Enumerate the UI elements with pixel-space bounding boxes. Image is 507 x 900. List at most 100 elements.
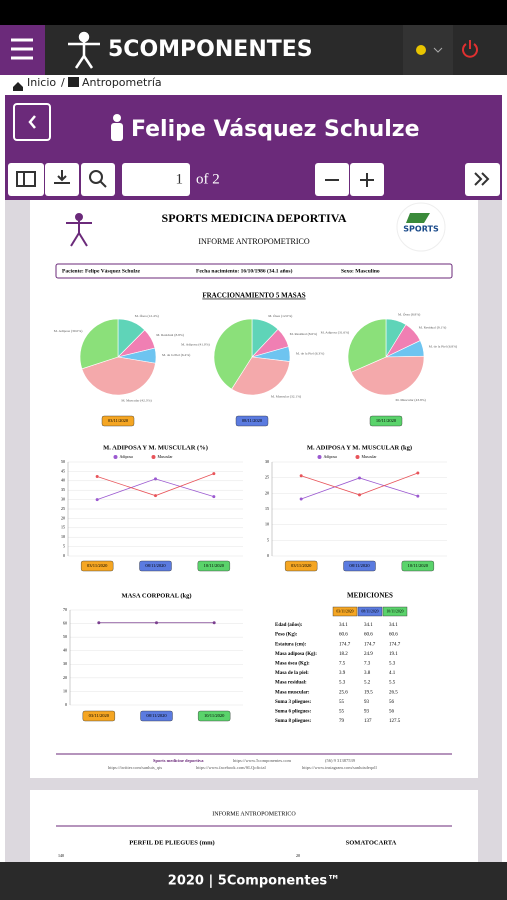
pdf-page-1: [30, 200, 478, 778]
power-button[interactable]: [453, 25, 507, 75]
date-badge: [343, 560, 376, 572]
y-tick-label: 0: [63, 553, 65, 558]
y-tick-label: 35: [61, 487, 65, 492]
y-tick-label: 15: [61, 525, 65, 530]
point: [299, 497, 303, 501]
table-cell: 174.7: [389, 642, 401, 647]
back-icon: [28, 115, 36, 129]
point: [97, 621, 101, 625]
pie-slice: [213, 318, 253, 390]
page2-left-tick: 140: [58, 853, 64, 858]
table-cell: 3.8: [364, 671, 371, 676]
y-tick-label: 5: [63, 544, 65, 549]
date-label: 10/11/2020: [408, 563, 429, 568]
y-tick-label: 5: [267, 537, 269, 542]
table-title: MEDICIONES: [347, 592, 393, 600]
page2-right-tick: 20: [296, 853, 300, 858]
table-row-label: Suma 3 pliegues:: [275, 700, 311, 705]
legend-label: Muscular: [362, 454, 378, 459]
patient-title: Felipe Vásquez Schulze: [131, 117, 420, 142]
toolbar: [8, 163, 500, 196]
y-tick-label: 30: [61, 497, 65, 502]
date-label: 10/11/2020: [376, 418, 397, 423]
next-button[interactable]: [465, 163, 500, 196]
table-cell: 79: [339, 719, 345, 724]
y-tick-label: 0: [267, 553, 269, 558]
table-cell: 5.5: [389, 681, 396, 686]
date-badge: [101, 415, 135, 427]
settings-button[interactable]: [403, 25, 453, 75]
pies-title: FRACCIONAMIENTO 5 MASAS: [202, 292, 305, 300]
point: [95, 474, 99, 478]
table-cell: 25.6: [339, 690, 348, 695]
point: [358, 476, 361, 480]
table-cell: 7.5: [339, 662, 346, 667]
pie-label: M. Ósea (12.4%): [135, 313, 160, 318]
date-badge: [357, 606, 383, 617]
pie-label: M. Residual (9.1%): [419, 325, 447, 329]
y-tick-label: 45: [61, 468, 65, 473]
table-row-label: Estatura (cm):: [275, 642, 307, 647]
brand-logo: [68, 31, 100, 69]
table-cell: 137: [364, 719, 372, 724]
table-cell: 19.1: [389, 652, 398, 657]
date-badge: [140, 710, 173, 722]
breadcrumb-current: Antropometría: [82, 76, 162, 89]
y-tick-label: 20: [265, 490, 269, 495]
date-label: 08/11/2020: [361, 609, 378, 613]
table-cell: 18.2: [339, 652, 348, 657]
pie-slice: [79, 318, 119, 370]
date-label: 03/11/2020: [291, 563, 312, 568]
sidebar-button[interactable]: [8, 163, 44, 196]
table-row-label: Masa de la piel:: [275, 671, 309, 676]
y-tick-label: 70: [63, 607, 67, 612]
chart-title: MASA CORPORAL (kg): [121, 592, 191, 599]
table-cell: 5.3: [339, 681, 346, 686]
date-badge: [332, 606, 358, 617]
pie-label: M. de la Piel (6.8%): [429, 345, 458, 349]
y-tick-label: 60: [63, 620, 67, 625]
date-label: 03/11/2020: [87, 563, 108, 568]
date-label: 08/11/2020: [146, 713, 167, 718]
search-button[interactable]: [81, 163, 115, 196]
person-icon: [111, 114, 123, 141]
y-tick-label: 50: [63, 634, 67, 639]
patient-name: Paciente: Felipe Vásquez Schulze: [62, 268, 141, 274]
point: [155, 621, 158, 625]
date-badge: [401, 560, 435, 572]
table-cell: 5.2: [364, 681, 371, 686]
toolbar-icons: [16, 170, 490, 188]
point: [299, 474, 303, 478]
report-clinic: SPORTS MEDICINA DEPORTIVA: [162, 211, 347, 225]
sports-logo-mark: [406, 213, 430, 223]
date-badge: [80, 560, 114, 572]
page-input[interactable]: [122, 163, 190, 196]
date-label: 10/11/2020: [204, 563, 225, 568]
back-button[interactable]: [13, 103, 51, 141]
pie-label: M. Adiposa (31.6%): [321, 331, 350, 335]
page-footer-phone: (56) 9 31387539: [325, 758, 356, 763]
camera-icon: [68, 77, 79, 87]
power-icon: [462, 40, 478, 58]
table-cell: 34.1: [364, 623, 373, 628]
table-cell: 34.1: [389, 623, 398, 628]
y-tick-label: 25: [61, 506, 65, 511]
table-cell: 26.5: [389, 690, 398, 695]
y-tick-label: 0: [65, 702, 67, 707]
table-cell: 60.6: [364, 633, 373, 638]
date-label: 08/11/2020: [349, 563, 370, 568]
y-tick-label: 10: [265, 522, 269, 527]
breadcrumb-home[interactable]: Inicio: [27, 76, 56, 89]
page-footer-instagram: https://www.instagram.com/sanluisdeqoll: [302, 765, 377, 770]
report-logo: [66, 213, 92, 247]
y-tick-label: 15: [265, 506, 269, 511]
table-cell: 60.6: [339, 633, 348, 638]
table-cell: 4.1: [389, 671, 396, 676]
page-footer-brand: Sports medicine deportiva: [153, 758, 204, 763]
breadcrumb-separator: /: [61, 76, 65, 89]
page-count: of 2: [196, 171, 220, 187]
date-badge: [139, 560, 172, 572]
date-label: 08/11/2020: [145, 563, 166, 568]
